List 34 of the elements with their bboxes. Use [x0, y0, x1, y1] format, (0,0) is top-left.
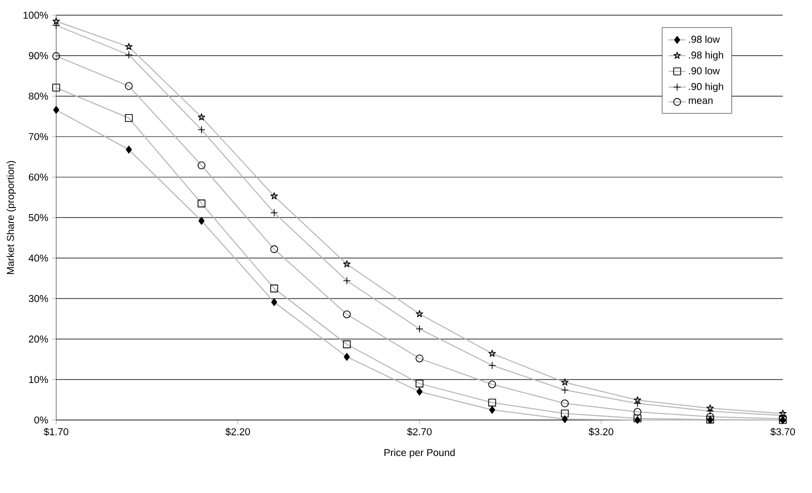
- point: [270, 192, 278, 200]
- y-tick-label: 40%: [28, 254, 48, 262]
- y-tick-label: 60%: [28, 174, 48, 181]
- point: [706, 404, 714, 412]
- point: [488, 350, 496, 357]
- legend-label: .98 low: [689, 35, 720, 43]
- legend-label: .90 high: [689, 82, 724, 92]
- y-tick-label: 50%: [28, 214, 48, 222]
- x-axis-title: Price per Pound: [384, 448, 455, 458]
- x-tick-label: $3.70: [770, 428, 795, 436]
- point: [561, 378, 569, 386]
- point: [198, 113, 206, 120]
- y-tick-label: 90%: [28, 52, 48, 60]
- x-tick-label: $3.20: [588, 428, 614, 436]
- point: [416, 310, 424, 318]
- point: [125, 42, 133, 50]
- point: [343, 260, 351, 268]
- legend-label: .98 high: [689, 51, 724, 60]
- point: [779, 410, 787, 417]
- y-tick-label: 70%: [28, 133, 48, 140]
- y-tick-label: 30%: [28, 294, 48, 302]
- y-tick-label: 20%: [28, 335, 48, 342]
- y-tick-label: 10%: [29, 376, 48, 383]
- y-tick-label: 0%: [34, 416, 48, 424]
- point: [634, 396, 642, 404]
- x-tick-label: $1.70: [44, 428, 68, 436]
- y-axis-title: Market Share (proportion): [6, 160, 16, 274]
- legend-label: .90 low: [689, 66, 720, 74]
- legend-label: mean: [688, 98, 713, 104]
- x-tick-label: $2.70: [407, 428, 432, 436]
- y-tick-label: 100%: [24, 12, 48, 19]
- y-tick-label: 80%: [28, 92, 48, 100]
- x-tick-label: $2.20: [225, 428, 250, 436]
- point: [52, 17, 60, 24]
